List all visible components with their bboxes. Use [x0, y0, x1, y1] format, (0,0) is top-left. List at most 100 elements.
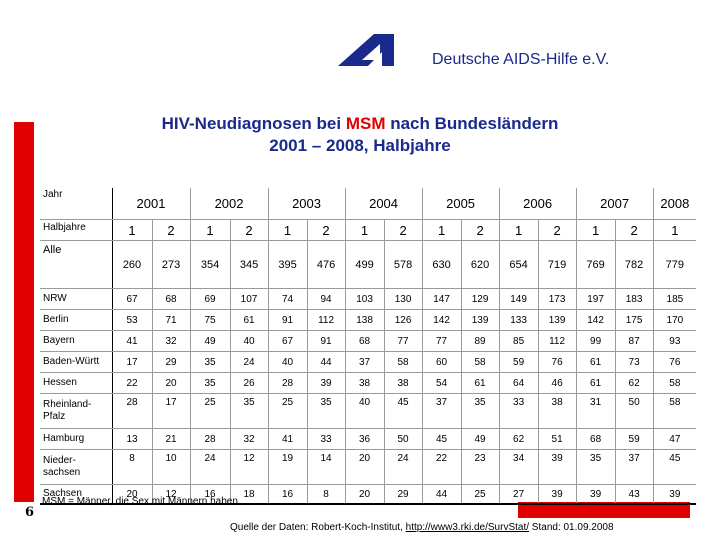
row-label: Hessen: [40, 372, 113, 394]
table-cell: 61: [461, 372, 500, 394]
table-cell: 39: [538, 449, 577, 485]
table-cell: 183: [615, 288, 654, 310]
year-cell: 2004: [345, 188, 423, 220]
table-cell: 59: [615, 428, 654, 450]
table-cell: 59: [499, 351, 539, 373]
table-row: Nieder-sachsen 8 10 24 12 19 14 20 24 22 23 34 39 35 3…: [40, 449, 697, 485]
table-cell: 40: [230, 330, 269, 352]
table-row: Hessen 22 20 35 26 28 39 38 38 54 61 64 46 61 62 58: [40, 372, 697, 394]
table-cell: 68: [576, 428, 616, 450]
table-cell: 32: [230, 428, 269, 450]
table-cell: 67: [268, 330, 308, 352]
halfyear-cell: 1: [345, 219, 385, 241]
table-cell: 39: [538, 484, 577, 505]
table-cell: 50: [615, 393, 654, 429]
table-row: Hamburg 13 21 28 32 41 33 36 50 45 49 62 51 68 59 47: [40, 428, 697, 450]
table-cell: 35: [307, 393, 346, 429]
year-label: Jahr: [40, 188, 113, 220]
table-cell: 25: [190, 393, 231, 429]
row-label: Baden-Württ: [40, 351, 113, 373]
year-cell: 2001: [112, 188, 191, 220]
table-cell: 43: [615, 484, 654, 505]
slide-subtitle: 2001 – 2008, Halbjahre: [269, 136, 451, 155]
table-cell: 630: [422, 240, 462, 289]
slide-number: 6: [25, 505, 35, 520]
row-label: Hamburg: [40, 428, 113, 450]
halfyear-cell: 1: [653, 219, 697, 241]
table-cell: 24: [384, 449, 423, 485]
table-cell: 13: [112, 428, 153, 450]
halfyear-label: Halbjahre: [40, 219, 113, 241]
table-cell: 395: [268, 240, 308, 289]
table-cell: 53: [112, 309, 153, 331]
table-cell: 8: [307, 484, 346, 505]
halfyear-cell: 2: [538, 219, 577, 241]
table-cell: 26: [230, 372, 269, 394]
table-cell: 47: [653, 428, 697, 450]
table-cell: 62: [615, 372, 654, 394]
table-cell: 126: [384, 309, 423, 331]
row-label: Rheinland-Pfalz: [40, 393, 113, 429]
table-cell: 779: [653, 240, 697, 289]
table-cell: 130: [384, 288, 423, 310]
table-cell: 60: [422, 351, 462, 373]
row-label: NRW: [40, 288, 113, 310]
table-cell: 33: [499, 393, 539, 429]
year-cell: 2006: [499, 188, 577, 220]
halfyear-cell: 2: [307, 219, 346, 241]
table-row: Baden-Württ 17 29 35 24 40 44 37 58 60 58 59 76 61 73 7…: [40, 351, 697, 373]
table-cell: 16: [268, 484, 308, 505]
table-cell: 77: [422, 330, 462, 352]
table-cell: 58: [384, 351, 423, 373]
table-cell: 61: [576, 351, 616, 373]
table-cell: 44: [307, 351, 346, 373]
table-header-years: Jahr 2001 2002 2003 2004 2005 2006 2007 …: [40, 188, 697, 220]
table-cell: 173: [538, 288, 577, 310]
table-cell: 142: [576, 309, 616, 331]
year-cell: 2002: [190, 188, 269, 220]
table-cell: 345: [230, 240, 269, 289]
footnote: MSM = Männer, die Sex mit Männern haben: [42, 496, 238, 507]
table-cell: 38: [538, 393, 577, 429]
table-cell: 149: [499, 288, 539, 310]
table-cell: 51: [538, 428, 577, 450]
table-cell: 31: [576, 393, 616, 429]
table-cell: 18: [230, 484, 269, 505]
source-link[interactable]: http://www3.rki.de/SurvStat/: [405, 522, 530, 533]
bottom-accent-bar: [518, 502, 690, 518]
table-cell: 24: [190, 449, 231, 485]
table-cell: 782: [615, 240, 654, 289]
table-cell: 25: [461, 484, 500, 505]
table-cell: 49: [461, 428, 500, 450]
table-cell: 34: [499, 449, 539, 485]
table-cell: 69: [190, 288, 231, 310]
table-cell: 654: [499, 240, 539, 289]
table-cell: 99: [576, 330, 616, 352]
halfyear-cell: 1: [268, 219, 308, 241]
table-cell: 273: [152, 240, 191, 289]
table-cell: 35: [461, 393, 500, 429]
table-cell: 28: [190, 428, 231, 450]
table-cell: 77: [384, 330, 423, 352]
table-cell: 22: [112, 372, 153, 394]
table-cell: 22: [422, 449, 462, 485]
table-cell: 354: [190, 240, 231, 289]
table-cell: 37: [615, 449, 654, 485]
table-cell: 103: [345, 288, 385, 310]
table-cell: 41: [112, 330, 153, 352]
diagnoses-table: Jahr 2001 2002 2003 2004 2005 2006 2007 …: [40, 188, 697, 505]
table-cell: 94: [307, 288, 346, 310]
table-cell: 91: [307, 330, 346, 352]
table-cell: 185: [653, 288, 697, 310]
table-cell: 21: [152, 428, 191, 450]
halfyear-cell: 2: [615, 219, 654, 241]
table-cell: 139: [461, 309, 500, 331]
dah-logo-icon: [338, 34, 394, 66]
table-cell: 27: [499, 484, 539, 505]
table-cell: 17: [112, 351, 153, 373]
table-cell: 45: [384, 393, 423, 429]
table-cell: 719: [538, 240, 577, 289]
table-cell: 85: [499, 330, 539, 352]
table-cell: 37: [422, 393, 462, 429]
table-cell: 45: [422, 428, 462, 450]
